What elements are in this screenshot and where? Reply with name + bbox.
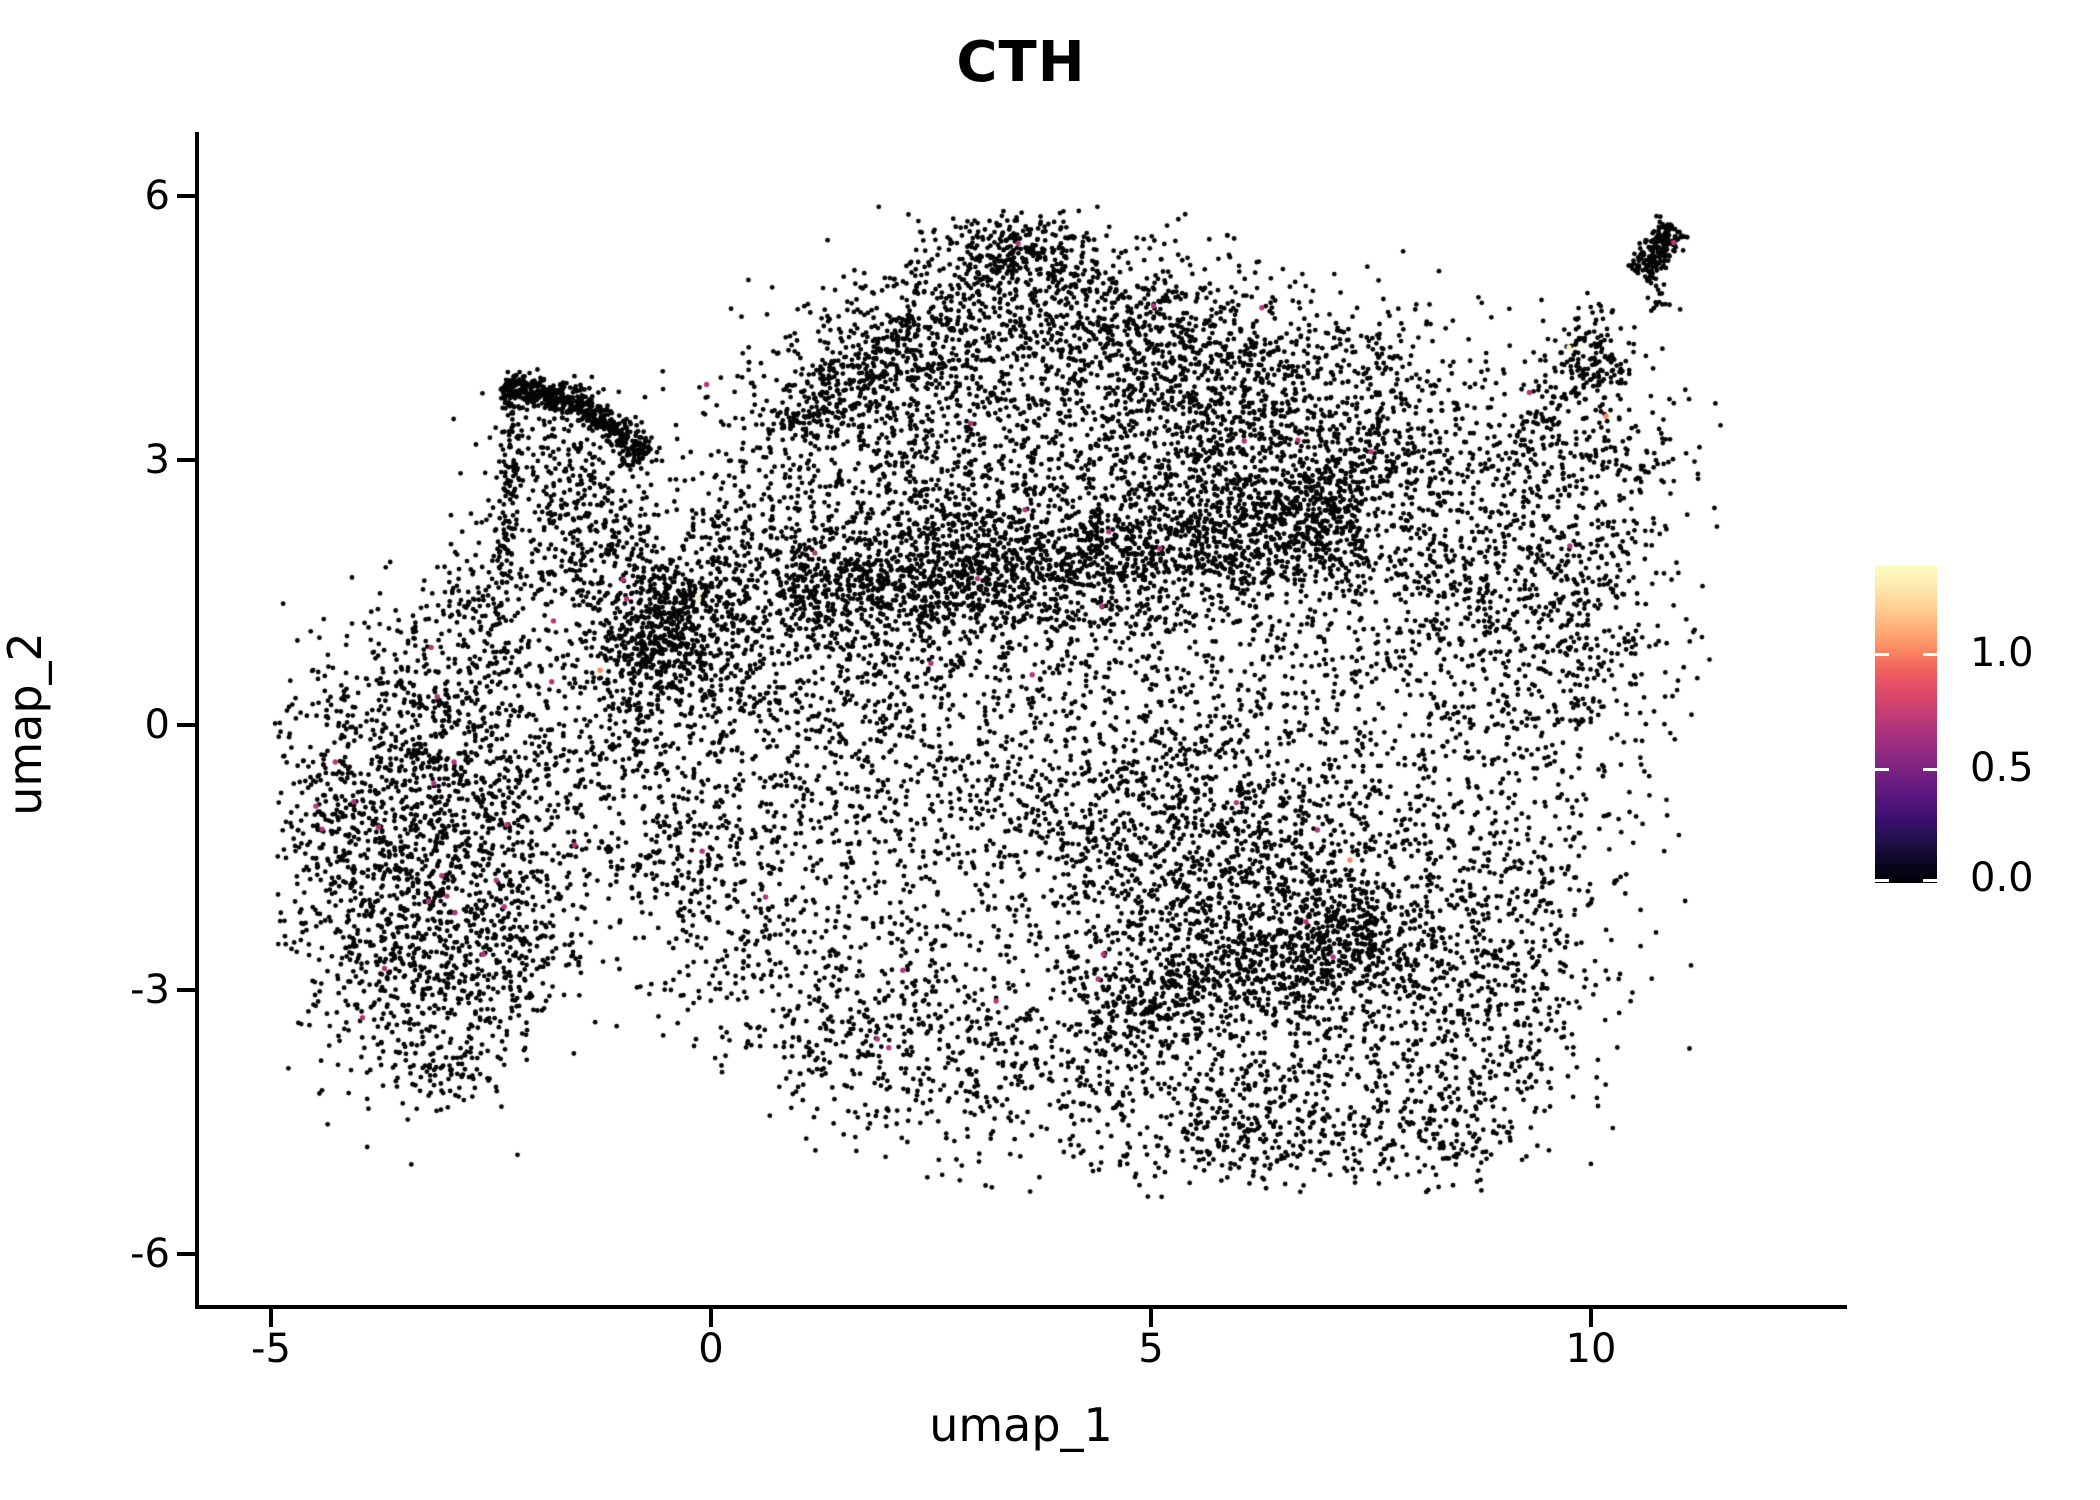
colorbar-tickmark: [1923, 652, 1937, 656]
x-tickmark: [269, 1309, 273, 1327]
y-tickmark: [177, 458, 195, 463]
x-tickmark: [709, 1309, 713, 1327]
colorbar-label: 1.0: [1970, 629, 2034, 676]
colorbar-tickmark: [1923, 767, 1937, 771]
x-tick-label: 5: [1138, 1326, 1164, 1372]
colorbar-label: 0.0: [1970, 855, 2034, 901]
y-tick-label: -3: [130, 966, 170, 1013]
y-tick-label: 3: [144, 437, 170, 484]
colorbar-tickmark: [1923, 879, 1937, 882]
y-axis-label: umap_2: [0, 632, 52, 816]
y-tickmark: [177, 723, 195, 727]
colorbar-gradient: [1875, 565, 1937, 883]
colorbar-label: 0.5: [1970, 744, 2034, 791]
colorbar-tickmark: [1875, 652, 1889, 656]
y-axis-spine: [195, 132, 199, 1309]
y-tickmark: [177, 1252, 195, 1257]
y-tick-label: 0: [144, 702, 170, 748]
y-tickmark: [177, 193, 195, 198]
y-tickmark: [177, 987, 195, 992]
x-axis-spine: [195, 1305, 1847, 1309]
x-tick-label: 10: [1565, 1326, 1617, 1372]
y-tick-label: -6: [130, 1231, 170, 1278]
x-tickmark: [1149, 1309, 1153, 1327]
x-tick-label: -5: [251, 1326, 291, 1372]
colorbar-tickmark: [1875, 767, 1889, 771]
y-tick-label: 6: [144, 172, 170, 219]
x-tick-label: 0: [698, 1326, 724, 1372]
x-axis-label: umap_1: [929, 1398, 1113, 1452]
colorbar-tickmark: [1875, 879, 1889, 882]
x-tickmark: [1589, 1309, 1593, 1327]
